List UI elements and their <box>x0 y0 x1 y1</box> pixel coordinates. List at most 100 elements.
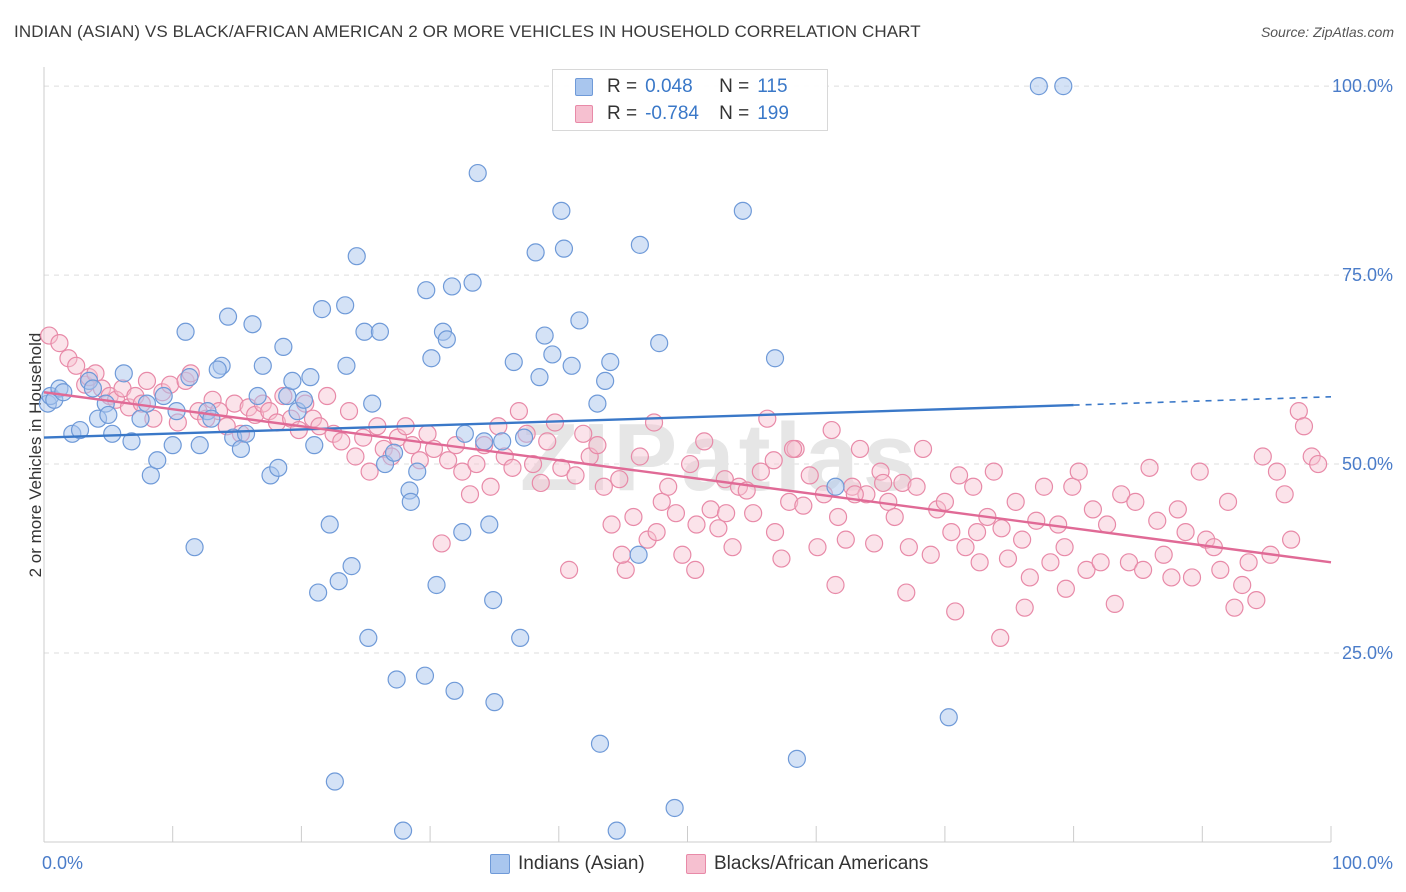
blue-point <box>148 451 167 470</box>
pink-point <box>984 462 1003 481</box>
blue-point <box>163 436 182 455</box>
pink-point <box>1083 500 1103 519</box>
pink-point <box>1015 598 1034 617</box>
pink-point <box>566 466 585 485</box>
blue-point <box>278 386 297 406</box>
pink-point <box>332 432 351 451</box>
pink-point <box>1034 477 1054 496</box>
pink-point <box>1112 485 1131 504</box>
blue-point <box>208 360 227 379</box>
pink-point <box>1148 511 1167 530</box>
source-label: Source: ZipAtlas.com <box>1260 24 1394 40</box>
stats-legend: R = 0.048 N = 115 R = -0.784 N = 199 <box>552 69 828 131</box>
blue-point <box>442 277 462 296</box>
blue-point <box>733 201 752 220</box>
x-tick-label: 0.0% <box>42 853 83 873</box>
pink-point <box>800 466 819 485</box>
pink-point <box>1289 402 1308 421</box>
pink-point <box>594 477 613 496</box>
blue-point <box>83 379 103 398</box>
pink-swatch <box>686 854 706 874</box>
blue-point <box>243 315 262 334</box>
blue-point <box>480 515 499 534</box>
pink-point <box>225 394 244 413</box>
blue-point <box>114 364 133 383</box>
pink-point <box>865 534 884 553</box>
pink-point <box>1239 553 1258 572</box>
pink-point <box>1140 458 1159 477</box>
blue-point <box>359 628 378 648</box>
pink-point <box>899 538 918 557</box>
pink-point <box>723 538 742 557</box>
pink-point <box>354 428 373 447</box>
pink-point <box>659 477 678 496</box>
blue-trend-line <box>43 403 1074 439</box>
pink-point <box>946 602 965 621</box>
blue-point <box>236 424 256 443</box>
blue-point <box>137 394 157 413</box>
pink-point <box>616 560 635 579</box>
blue-point <box>408 462 427 481</box>
pink-point <box>489 417 508 436</box>
pink-point <box>1020 568 1039 587</box>
pink-point <box>644 413 664 432</box>
axes <box>43 67 1332 843</box>
pink-point <box>1275 485 1294 504</box>
pink-point <box>418 424 437 443</box>
pink-point <box>1233 575 1252 595</box>
pink-point <box>964 477 983 496</box>
pink-point <box>40 326 59 345</box>
pink-point <box>1119 553 1139 572</box>
legend-r-value: 0.048 <box>645 76 693 97</box>
blue-point <box>629 545 648 564</box>
pink-point <box>439 451 458 470</box>
pink-point <box>751 462 770 481</box>
blue-point <box>294 390 314 409</box>
pink-point <box>481 477 500 496</box>
blue-point <box>787 749 806 768</box>
y-tick-label: 100.0% <box>1332 76 1393 96</box>
blue-point <box>504 352 523 372</box>
pink-point <box>822 420 841 440</box>
blue-point <box>337 356 356 375</box>
blue-point <box>1029 77 1048 96</box>
pink-point <box>758 409 777 428</box>
blue-point <box>180 368 199 387</box>
pink-point <box>59 349 78 368</box>
blue-point <box>535 326 554 345</box>
legend-n-label: N = <box>719 76 750 97</box>
blue-point <box>570 311 589 330</box>
pink-point <box>1097 515 1117 534</box>
blue-point <box>99 405 118 425</box>
trend-lines <box>43 391 1332 564</box>
pink-point <box>772 549 791 568</box>
y-tick-label: 50.0% <box>1342 454 1393 474</box>
blue-point <box>554 239 574 258</box>
pink-point <box>871 462 890 481</box>
pink-point <box>624 507 643 527</box>
pink-point <box>1176 522 1195 542</box>
pink-point <box>1267 462 1287 481</box>
blue-point <box>320 515 339 534</box>
blue-point <box>387 670 406 689</box>
legend-series-label: Indians (Asian) <box>518 853 645 874</box>
pink-point <box>1211 560 1230 579</box>
pink-point <box>1282 530 1301 549</box>
blue-point <box>248 386 267 406</box>
blue-point <box>939 708 958 727</box>
blue-point <box>253 356 272 375</box>
blue-point <box>562 356 581 375</box>
pink-point <box>921 545 940 564</box>
blue-point <box>370 322 390 341</box>
blue-point <box>630 235 649 254</box>
pink-point <box>50 334 69 353</box>
pink-point <box>709 519 728 538</box>
blue-point <box>363 394 382 413</box>
pink-point <box>67 356 86 375</box>
pink-point <box>1091 553 1110 572</box>
pink-point <box>1225 598 1244 617</box>
pink-point <box>432 534 451 553</box>
blue-point <box>274 337 293 356</box>
pink-point <box>310 417 329 436</box>
pink-point <box>538 432 557 451</box>
